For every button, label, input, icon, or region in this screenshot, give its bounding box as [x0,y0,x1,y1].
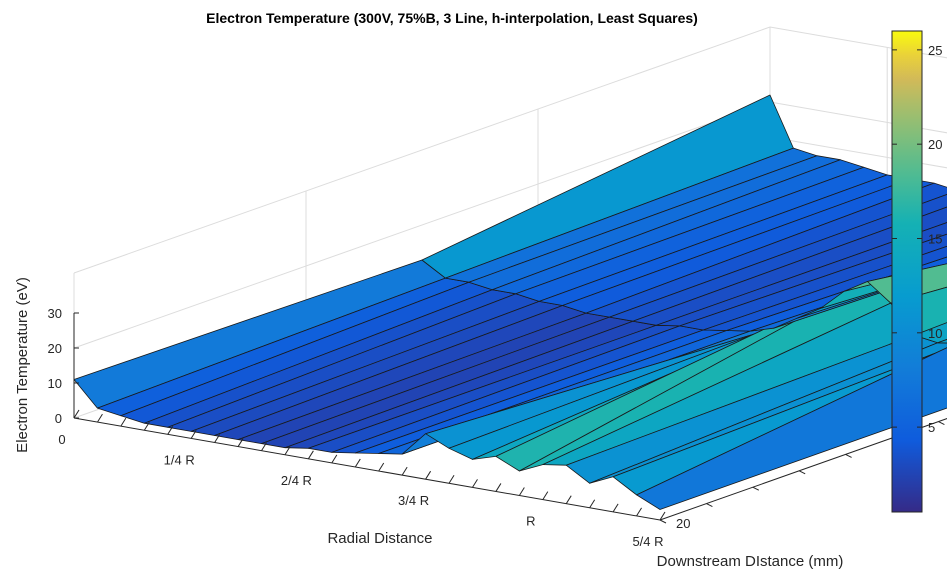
surface-plot [73,94,947,510]
x-minor-tick [378,462,385,472]
x-minor-tick [448,475,455,484]
colorbar: 5 10 15 20 25 [891,30,942,513]
y-axis-label: Downstream DIstance (mm) [657,553,844,570]
x-minor-tick [73,409,80,419]
x-tick-label: 0 [58,432,65,447]
x-minor-tick [354,458,361,468]
x-minor-tick [542,491,549,500]
x-minor-tick [97,413,103,423]
x-minor-tick [214,434,221,443]
x-minor-tick [659,511,666,521]
surface-patch [636,347,947,510]
y-minor-tick [938,421,945,426]
x-minor-tick [565,495,572,504]
z-tick-label: 0 [55,411,62,426]
x-tick-label: 3/4 R [398,493,429,508]
x-minor-tick [237,438,244,447]
grid-line [73,26,947,274]
x-minor-tick [167,426,174,435]
x-axis-label: Radial Distance [327,530,432,547]
x-minor-tick [518,487,525,496]
colorbar-tick-label: 10 [928,326,942,341]
x-minor-tick [261,442,267,451]
colorbar-tick-label: 20 [928,137,942,152]
x-minor-tick [284,446,291,455]
x-minor-tick [143,421,150,431]
x-minor-tick [190,430,197,439]
x-minor-tick [495,483,502,492]
x-axis-line [73,417,661,521]
y-minor-tick [752,486,760,491]
x-minor-tick [401,466,408,476]
y-tick-label: 20 [676,516,690,531]
x-minor-tick [120,417,127,427]
y-axis-line [659,418,947,521]
z-tick-label: 30 [48,306,62,321]
x-tick-label: 2/4 R [281,473,312,488]
y-minor-tick [798,470,806,475]
y-minor-tick [845,453,852,458]
z-axis-label: Electron Temperature (eV) [14,277,31,453]
colorbar-tick-label: 5 [928,420,935,435]
y-minor-tick [706,503,713,508]
colorbar-bar [891,30,923,513]
z-tick-label: 20 [48,341,62,356]
axes: 01/4 R2/4 R3/4 RR5/4 R51015200102030 [48,306,947,549]
x-minor-tick [612,503,619,513]
x-tick-label: 1/4 R [164,452,195,467]
x-tick-label: R [526,514,535,529]
x-minor-tick [331,454,338,464]
x-minor-tick [425,470,432,480]
x-minor-tick [307,450,314,460]
surface-patch [937,338,947,344]
x-tick-label: 5/4 R [632,534,663,549]
z-tick-label: 10 [48,376,62,391]
y-minor-tick [659,519,667,524]
chart-title: Electron Temperature (300V, 75%B, 3 Line… [206,10,698,26]
colorbar-tick-label: 15 [928,231,942,246]
x-minor-tick [589,499,596,509]
x-minor-tick [472,479,478,488]
colorbar-tick-label: 25 [928,43,942,58]
x-minor-tick [636,507,642,517]
